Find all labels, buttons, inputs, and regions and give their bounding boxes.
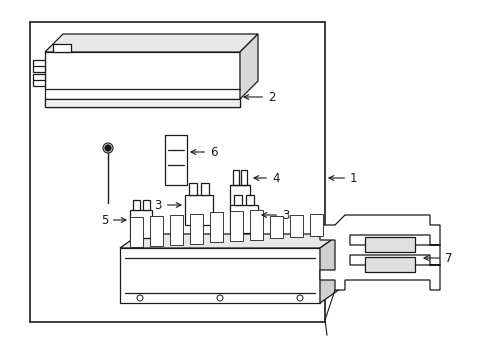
Bar <box>130 210 152 238</box>
Bar <box>229 205 258 233</box>
Polygon shape <box>45 99 240 107</box>
Bar <box>53 44 71 52</box>
Polygon shape <box>45 52 240 99</box>
Polygon shape <box>170 215 183 245</box>
Text: 7: 7 <box>423 252 451 265</box>
Polygon shape <box>309 214 322 236</box>
Polygon shape <box>319 234 339 303</box>
Text: 3: 3 <box>262 208 289 221</box>
Polygon shape <box>120 234 339 248</box>
Bar <box>241 170 246 185</box>
Bar <box>164 135 186 185</box>
Polygon shape <box>249 210 262 240</box>
Polygon shape <box>269 216 282 238</box>
Bar <box>229 185 249 210</box>
Polygon shape <box>130 217 142 247</box>
Polygon shape <box>33 74 45 86</box>
Bar <box>245 195 253 205</box>
Bar <box>364 237 414 252</box>
Bar <box>201 183 208 195</box>
Bar <box>364 257 414 272</box>
Polygon shape <box>229 211 242 241</box>
Bar <box>232 170 239 185</box>
Bar <box>189 183 197 195</box>
Polygon shape <box>289 215 302 237</box>
Polygon shape <box>150 216 163 246</box>
Polygon shape <box>240 34 258 99</box>
Polygon shape <box>319 215 439 290</box>
Text: 3: 3 <box>154 198 181 212</box>
Circle shape <box>137 295 142 301</box>
Bar <box>142 200 150 210</box>
Circle shape <box>105 145 111 151</box>
Polygon shape <box>190 213 203 244</box>
Bar <box>184 195 213 225</box>
Text: 6: 6 <box>191 145 217 158</box>
Text: 4: 4 <box>253 171 279 185</box>
Text: 2: 2 <box>244 90 275 104</box>
Polygon shape <box>209 212 222 242</box>
Bar <box>30 22 325 322</box>
Polygon shape <box>45 34 258 52</box>
Polygon shape <box>45 99 240 107</box>
Polygon shape <box>120 248 319 303</box>
Circle shape <box>296 295 303 301</box>
Circle shape <box>217 295 223 301</box>
Bar <box>133 200 140 210</box>
Polygon shape <box>33 60 45 72</box>
Circle shape <box>103 143 113 153</box>
Text: 5: 5 <box>101 213 126 226</box>
Bar <box>234 195 242 205</box>
Text: 1: 1 <box>328 171 357 185</box>
